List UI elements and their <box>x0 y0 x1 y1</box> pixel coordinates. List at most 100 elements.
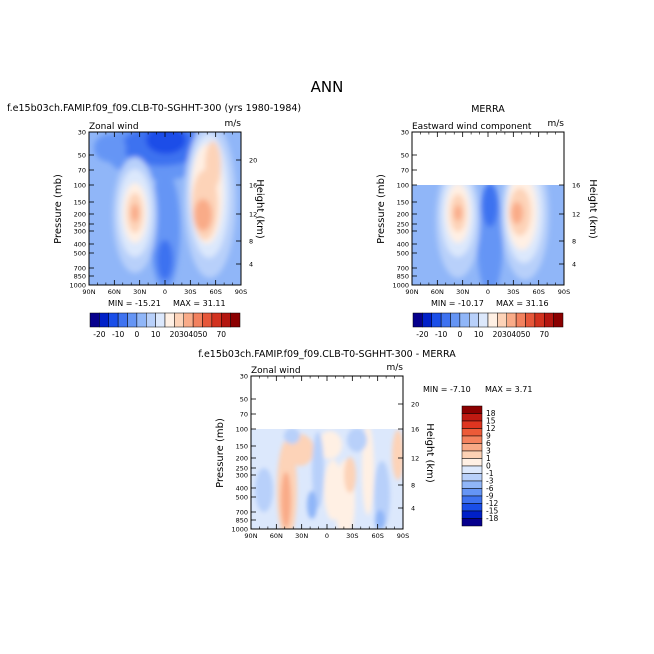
colorbar-swatch <box>146 312 156 328</box>
panel-obs-min: MIN = -10.17 <box>431 299 484 308</box>
colorbar-label: 15 <box>486 417 496 426</box>
colorbar-swatch <box>461 465 483 474</box>
y-tick-label: 70 <box>401 167 409 175</box>
y-tick-label: 150 <box>397 199 409 207</box>
panel-obs-axes: 90N 60N 30N 0 30S 60S 90S 30 50 70 100 150 200 250300… <box>392 129 580 297</box>
height-tick-label: 4 <box>572 261 576 269</box>
x-tick-label: 30S <box>346 532 358 540</box>
diff-neg-2-core <box>307 491 317 519</box>
colorbar-swatch <box>534 312 545 328</box>
x-tick-label: 90S <box>397 532 409 540</box>
figure-title: ANN <box>311 78 344 96</box>
colorbar-swatch <box>461 473 483 482</box>
panel-model-units: m/s <box>225 119 242 129</box>
colorbar-swatch <box>506 312 517 328</box>
colorbar-swatch <box>89 312 100 328</box>
colorbar-swatch <box>99 312 109 328</box>
colorbar-swatch <box>117 312 128 328</box>
y-tick-label: 850 <box>397 273 409 281</box>
colorbar-label: 12 <box>486 424 496 433</box>
y-tick-label: 300 <box>74 228 86 236</box>
easterly-core <box>146 132 186 154</box>
sh-jet-5 <box>511 202 523 224</box>
y-tick-label: 150 <box>236 443 248 451</box>
colorbar-label: 9 <box>486 432 491 441</box>
panel-obs: MERRA Eastward wind component m/s 90N 60N… <box>376 104 598 308</box>
colorbar-label: 70 <box>216 330 226 339</box>
y-tick-label: 50 <box>240 396 248 404</box>
y-tick-label: 50 <box>78 152 86 160</box>
colorbar-label: 0 <box>486 462 491 471</box>
x-tick-label: 90N <box>244 532 257 540</box>
colorbar-label: -20 <box>93 330 105 339</box>
colorbar-swatch <box>461 488 483 497</box>
colorbar-label: -10 <box>112 330 124 339</box>
height-tick-label: 8 <box>572 238 576 246</box>
height-tick-label: 12 <box>411 455 419 463</box>
x-tick-label: 0 <box>325 532 329 540</box>
colorbar-swatch <box>174 312 184 328</box>
colorbar-label: 10 <box>151 330 161 339</box>
height-tick-label: 20 <box>411 401 419 409</box>
y-tick-label: 400 <box>236 485 248 493</box>
y-tick-label: 1000 <box>69 282 86 290</box>
colorbar-swatch <box>515 312 526 328</box>
y-tick-label: 1000 <box>231 526 248 534</box>
colorbar-swatch <box>461 413 483 422</box>
y-tick-label: 400 <box>74 241 86 249</box>
colorbar-swatch <box>544 312 554 328</box>
colorbar-label: 0 <box>457 330 462 339</box>
colorbar-swatch <box>461 443 483 452</box>
panel-difference-axes: 90N 60N 30N 0 30S 60S 90S 30 50 70 100 150 200 250300… <box>231 373 419 541</box>
panel-difference-field <box>251 429 403 529</box>
y-tick-label: 70 <box>240 411 248 419</box>
colorbar-swatch <box>422 312 432 328</box>
panel-model-min: MIN = -15.21 <box>108 299 161 308</box>
colorbar-swatch <box>211 312 222 328</box>
colorbar-swatch <box>478 312 489 328</box>
colorbar-label: 40 <box>511 330 521 339</box>
y-tick-label: 150 <box>74 199 86 207</box>
colorbar-label: 70 <box>539 330 549 339</box>
panel-model-ylabel-right: Height (km) <box>254 179 265 239</box>
colorbar-label: -20 <box>416 330 428 339</box>
diff-pos-1-core <box>281 472 291 528</box>
colorbar-label: -18 <box>486 514 498 523</box>
colorbar-swatch <box>431 312 442 328</box>
colorbar-label: 30 <box>502 330 512 339</box>
height-tick-label: 12 <box>572 211 580 219</box>
colorbar-swatch <box>461 503 483 512</box>
panel-difference-ylabel-right: Height (km) <box>424 423 435 483</box>
colorbar-label: 18 <box>486 409 496 418</box>
height-tick-label: 20 <box>249 157 257 165</box>
colorbar-swatch <box>412 312 423 328</box>
easterly-nh <box>94 134 126 162</box>
panel-model-ylabel: Pressure (mb) <box>53 174 64 244</box>
y-tick-label: 400 <box>397 241 409 249</box>
colorbar-swatch <box>155 312 166 328</box>
colorbar-swatch <box>487 312 498 328</box>
colorbar-label: -9 <box>486 492 494 501</box>
x-tick-label: 0 <box>486 288 490 296</box>
diff-pos-6 <box>392 430 403 480</box>
colorbar-swatch <box>525 312 536 328</box>
y-tick-label: 250 <box>74 221 86 229</box>
x-tick-label: 60N <box>431 288 444 296</box>
panel-model-field <box>89 132 241 285</box>
diff-neg-2 <box>312 432 324 508</box>
panel-obs-max: MAX = 31.16 <box>496 299 549 308</box>
y-tick-label: 700 <box>397 265 409 273</box>
colorbar-label: -6 <box>486 484 494 493</box>
y-tick-label: 300 <box>397 228 409 236</box>
panel-model-axes: 90N 60N 30N 0 30S 60S 90S 30 50 70 100 150 200 250300… <box>69 129 257 297</box>
y-tick-label: 700 <box>74 265 86 273</box>
colorbar-label: 50 <box>521 330 531 339</box>
colorbar-swatch <box>461 480 483 489</box>
panel-obs-field <box>412 185 564 285</box>
panel-model-variable: Zonal wind <box>89 122 139 132</box>
x-tick-label: 30S <box>184 288 196 296</box>
colorbar-label: 20 <box>493 330 503 339</box>
panel-difference-units: m/s <box>387 363 404 373</box>
colorbar-swatch <box>461 420 483 429</box>
x-tick-label: 60S <box>371 532 383 540</box>
